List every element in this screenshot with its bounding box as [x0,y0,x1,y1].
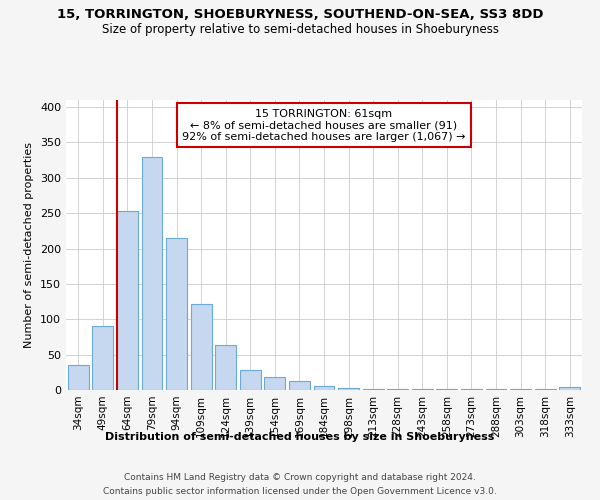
Text: Distribution of semi-detached houses by size in Shoeburyness: Distribution of semi-detached houses by … [106,432,494,442]
Bar [191,304,212,390]
Bar [461,388,482,390]
Text: Contains public sector information licensed under the Open Government Licence v3: Contains public sector information licen… [103,488,497,496]
Text: Size of property relative to semi-detached houses in Shoeburyness: Size of property relative to semi-detach… [101,22,499,36]
Bar [289,381,310,390]
Text: Contains HM Land Registry data © Crown copyright and database right 2024.: Contains HM Land Registry data © Crown c… [124,472,476,482]
Bar [338,388,359,390]
Text: 15, TORRINGTON, SHOEBURYNESS, SOUTHEND-ON-SEA, SS3 8DD: 15, TORRINGTON, SHOEBURYNESS, SOUTHEND-O… [57,8,543,20]
Bar [215,346,236,390]
Bar [436,388,457,390]
Bar [265,378,286,390]
Bar [142,156,163,390]
Bar [314,386,334,390]
Bar [412,388,433,390]
Bar [68,365,89,390]
Bar [387,388,408,390]
Bar [240,370,261,390]
Bar [362,388,383,390]
Bar [92,326,113,390]
Text: 15 TORRINGTON: 61sqm
← 8% of semi-detached houses are smaller (91)
92% of semi-d: 15 TORRINGTON: 61sqm ← 8% of semi-detach… [182,108,466,142]
Y-axis label: Number of semi-detached properties: Number of semi-detached properties [25,142,34,348]
Bar [117,211,138,390]
Bar [166,238,187,390]
Bar [559,387,580,390]
